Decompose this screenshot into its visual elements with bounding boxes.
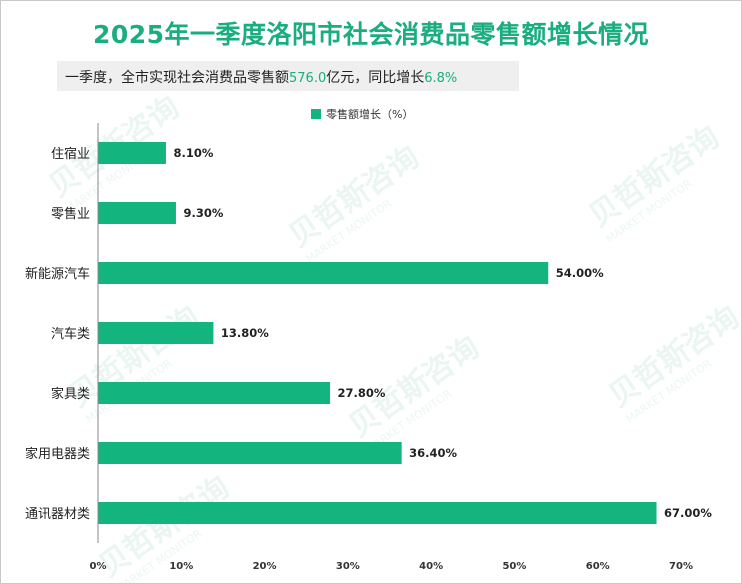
x-tick-label: 20% xyxy=(253,561,277,572)
x-tick-label: 40% xyxy=(419,561,443,572)
data-label: 13.80% xyxy=(221,326,269,340)
summary-text: 一季度，全市实现社会消费品零售额576.0亿元，同比增长6.8% xyxy=(65,67,457,87)
data-label: 27.80% xyxy=(338,386,386,400)
legend-label: 零售额增长（%） xyxy=(326,108,414,121)
data-label: 54.00% xyxy=(556,266,604,280)
data-label: 36.40% xyxy=(409,446,457,460)
x-tick-label: 30% xyxy=(336,561,360,572)
category-label: 新能源汽车 xyxy=(25,266,90,282)
bar xyxy=(98,502,657,524)
legend: 零售额增长（%） xyxy=(311,106,413,122)
x-tick-label: 70% xyxy=(669,561,693,572)
bar xyxy=(98,442,402,464)
summary-amount: 576.0 xyxy=(289,71,327,86)
x-tick-label: 10% xyxy=(169,561,193,572)
bar xyxy=(98,202,176,224)
summary-prefix: 一季度，全市实现社会消费品零售额 xyxy=(65,70,289,86)
summary-box: 一季度，全市实现社会消费品零售额576.0亿元，同比增长6.8% xyxy=(57,61,519,91)
category-label: 家具类 xyxy=(51,386,90,402)
summary-rate: 6.8% xyxy=(424,71,458,86)
data-label: 67.00% xyxy=(664,506,712,520)
x-tick-label: 60% xyxy=(586,561,610,572)
bar xyxy=(98,262,549,284)
data-label: 8.10% xyxy=(173,146,213,160)
chart-title: 2025年一季度洛阳市社会消费品零售额增长情况 xyxy=(92,20,650,49)
bar xyxy=(98,142,166,164)
legend-swatch xyxy=(311,109,321,119)
category-label: 汽车类 xyxy=(51,326,90,342)
category-label: 通讯器材类 xyxy=(25,507,90,522)
category-label: 零售业 xyxy=(51,206,90,222)
x-tick-label: 0% xyxy=(90,561,107,572)
category-label: 家用电器类 xyxy=(25,446,90,462)
data-label: 9.30% xyxy=(183,206,223,220)
summary-middle: 亿元，同比增长 xyxy=(326,70,425,86)
category-label: 住宿业 xyxy=(51,146,90,162)
bar xyxy=(98,322,214,344)
bar xyxy=(98,382,331,404)
x-tick-label: 50% xyxy=(502,561,526,572)
